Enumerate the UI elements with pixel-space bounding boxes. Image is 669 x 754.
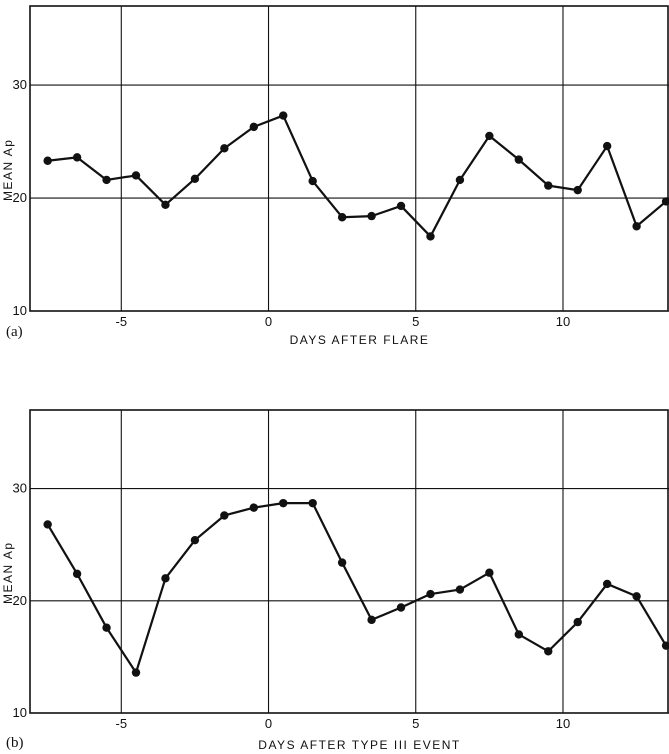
data-point bbox=[514, 630, 524, 639]
data-point bbox=[220, 511, 229, 520]
data-point bbox=[72, 153, 82, 162]
data-point bbox=[161, 200, 170, 210]
data-point bbox=[190, 174, 200, 184]
data-point bbox=[396, 603, 406, 612]
y-tick-label: 30 bbox=[13, 481, 27, 496]
data-point bbox=[485, 131, 494, 141]
data-point bbox=[220, 144, 229, 153]
data-point bbox=[72, 569, 82, 579]
data-point bbox=[367, 211, 376, 221]
x-tick-label: 0 bbox=[265, 716, 272, 731]
data-point bbox=[573, 185, 582, 195]
data-point bbox=[485, 568, 494, 577]
data-point bbox=[661, 197, 669, 206]
data-point bbox=[308, 498, 317, 508]
x-axis-label: DAYS AFTER TYPE III EVENT bbox=[258, 738, 460, 752]
x-tick-label: -5 bbox=[116, 716, 128, 731]
data-point bbox=[426, 232, 435, 241]
data-point bbox=[43, 520, 52, 529]
y-tick-label: 20 bbox=[13, 593, 27, 608]
data-point bbox=[426, 589, 435, 599]
data-point bbox=[661, 641, 669, 650]
data-point bbox=[249, 503, 258, 512]
x-axis-label: DAYS AFTER FLARE bbox=[290, 333, 430, 347]
data-point bbox=[279, 498, 288, 508]
data-point bbox=[455, 175, 465, 185]
x-tick-label: 5 bbox=[412, 314, 419, 329]
y-tick-label: 20 bbox=[13, 190, 27, 205]
data-point bbox=[131, 171, 141, 180]
x-tick-label: -5 bbox=[116, 314, 128, 329]
data-point bbox=[308, 176, 317, 186]
x-tick-label: 10 bbox=[556, 716, 570, 731]
data-point bbox=[602, 579, 612, 589]
panel-label: (b) bbox=[6, 735, 24, 751]
y-tick-label: 10 bbox=[13, 705, 27, 720]
plot-frame bbox=[29, 5, 669, 312]
data-point bbox=[337, 213, 347, 222]
data-point bbox=[455, 585, 465, 594]
data-point bbox=[249, 122, 258, 132]
data-point bbox=[632, 222, 641, 231]
data-point bbox=[544, 181, 553, 190]
panel-label: (a) bbox=[6, 324, 23, 340]
data-point bbox=[102, 623, 111, 632]
data-point bbox=[279, 111, 288, 120]
data-point bbox=[514, 155, 524, 164]
x-tick-label: 5 bbox=[412, 716, 419, 731]
y-tick-label: 30 bbox=[13, 77, 27, 92]
chart-panel-2: -5 0 5 10 10 20 30 DAYS AFTER TYPE III EVENT MEA… bbox=[1, 409, 669, 752]
data-point bbox=[337, 558, 347, 567]
data-point bbox=[161, 574, 170, 583]
plot-frame bbox=[29, 409, 669, 714]
y-tick-label: 10 bbox=[13, 303, 27, 318]
data-point bbox=[602, 141, 612, 151]
series-line bbox=[47, 114, 667, 238]
data-point bbox=[190, 535, 200, 545]
data-point bbox=[367, 615, 376, 625]
data-point bbox=[544, 647, 553, 656]
data-point bbox=[43, 156, 52, 165]
chart-panel-1: -5 0 5 10 10 20 30 DAYS AFTER FLARE MEAN Ap (a) bbox=[1, 5, 669, 347]
y-axis-label: MEAN Ap bbox=[1, 139, 15, 202]
x-tick-label: 10 bbox=[556, 314, 570, 329]
series-line bbox=[46, 502, 668, 674]
data-point bbox=[102, 175, 111, 185]
data-point bbox=[573, 617, 582, 627]
y-axis-label: MEAN Ap bbox=[1, 541, 15, 604]
data-point bbox=[632, 592, 641, 601]
data-point bbox=[131, 668, 141, 677]
data-point bbox=[396, 201, 406, 211]
x-tick-label: 0 bbox=[265, 314, 272, 329]
